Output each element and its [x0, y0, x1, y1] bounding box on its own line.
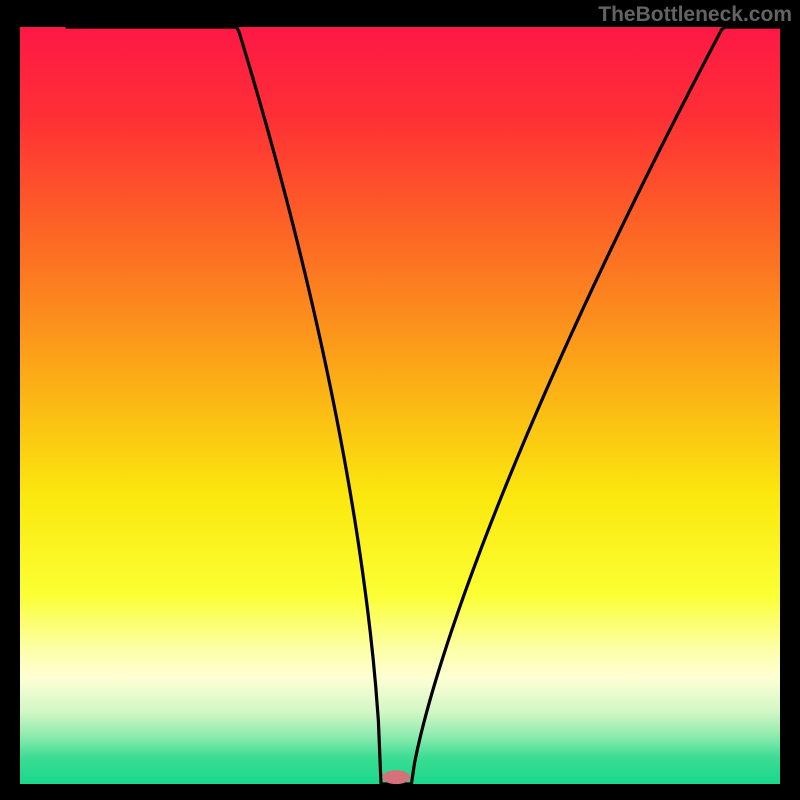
optimum-marker — [382, 770, 410, 784]
bottleneck-chart — [0, 0, 800, 800]
watermark-text: TheBottleneck.com — [598, 3, 792, 27]
chart-container: TheBottleneck.com — [0, 0, 800, 800]
